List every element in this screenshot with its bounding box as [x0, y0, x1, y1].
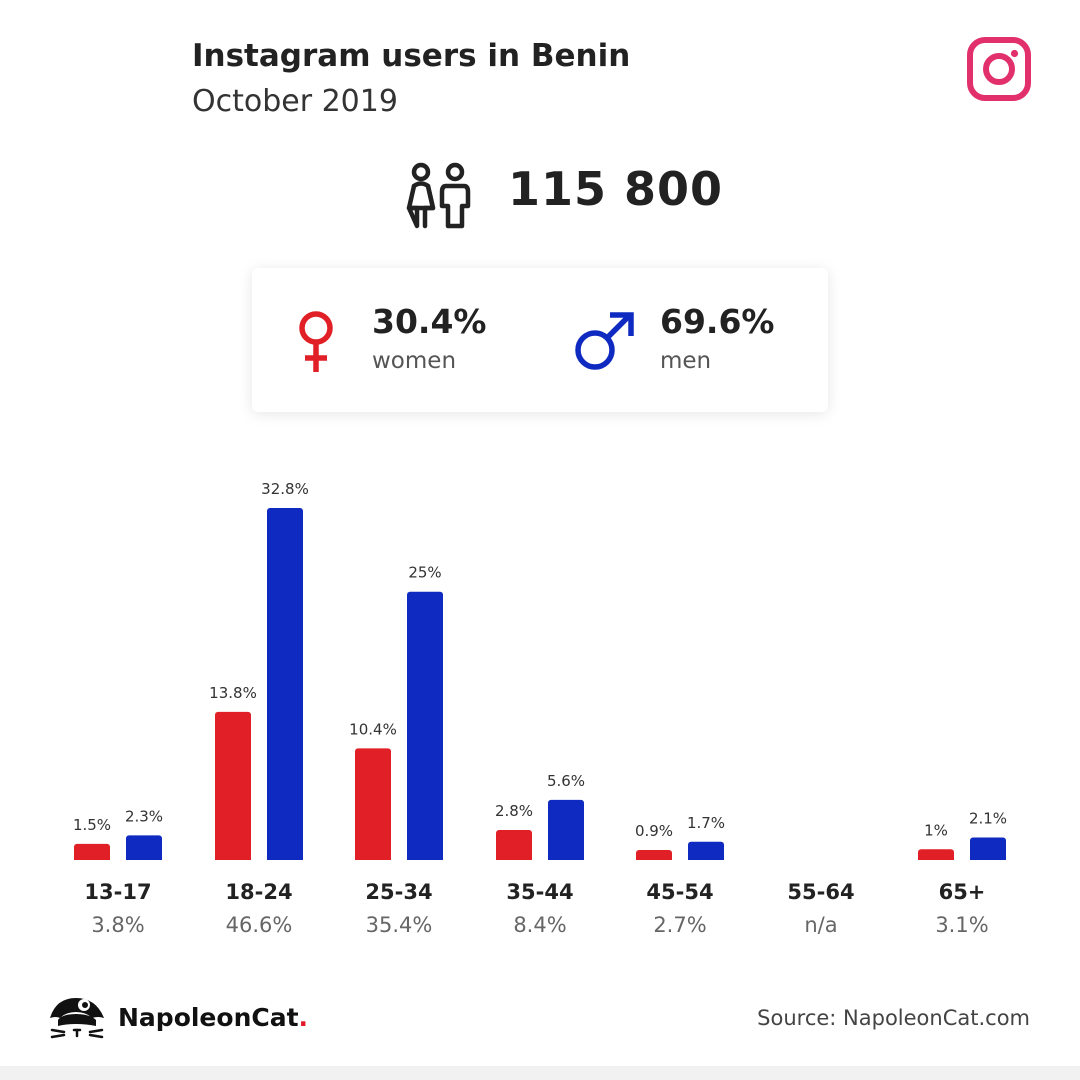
- bar-women-65+: [918, 849, 954, 863]
- bar-women-45-54: [636, 850, 672, 863]
- bar-label-women-13-17: 1.5%: [73, 816, 111, 834]
- category-label-35-44: 35-44: [506, 880, 573, 904]
- category-total-35-44: 8.4%: [513, 913, 566, 937]
- bar-label-women-45-54: 0.9%: [635, 822, 673, 840]
- brand-name-text: NapoleonCat: [118, 1003, 299, 1032]
- bar-label-women-65+: 1%: [924, 821, 948, 839]
- category-total-45-54: 2.7%: [653, 913, 706, 937]
- gender-card: [252, 268, 828, 412]
- bar-women-18-24: [215, 711, 251, 863]
- men-label: men: [660, 348, 712, 374]
- category-label-13-17: 13-17: [84, 880, 151, 904]
- bar-label-women-35-44: 2.8%: [495, 802, 533, 820]
- bar-men-65+: [970, 837, 1006, 863]
- people-icon: [406, 162, 471, 229]
- women-label: women: [372, 348, 457, 374]
- category-label-18-24: 18-24: [225, 880, 292, 904]
- bar-men-35-44: [548, 799, 584, 863]
- bar-women-35-44: [496, 829, 532, 863]
- category-label-45-54: 45-54: [646, 880, 713, 904]
- page-title: Instagram users in Benin: [192, 38, 631, 74]
- women-percent: 30.4%: [372, 302, 487, 341]
- category-total-55-64: n/a: [804, 913, 837, 937]
- source-credit: Source: NapoleonCat.com: [757, 1006, 1030, 1030]
- bar-women-25-34: [355, 748, 391, 863]
- bottom-strip: [0, 1066, 1080, 1080]
- category-label-55-64: 55-64: [787, 880, 854, 904]
- male-symbol-icon: [575, 312, 634, 370]
- bar-men-45-54: [688, 841, 724, 863]
- benin-flag: [48, 40, 168, 120]
- instagram-icon: [967, 37, 1031, 101]
- men-percent: 69.6%: [660, 302, 775, 341]
- bar-label-men-65+: 2.1%: [969, 809, 1007, 827]
- bar-label-men-25-34: 25%: [408, 564, 441, 582]
- female-symbol-icon: [299, 311, 333, 372]
- flag-green-band: [48, 40, 96, 120]
- brand-name-dot: .: [298, 1003, 309, 1032]
- flag-yellow-band: [96, 40, 168, 80]
- bar-label-men-18-24: 32.8%: [261, 480, 309, 498]
- napoleoncat-logo-icon: [50, 998, 104, 1039]
- category-total-25-34: 35.4%: [366, 913, 433, 937]
- bar-label-men-13-17: 2.3%: [125, 807, 163, 825]
- bar-label-women-25-34: 10.4%: [349, 720, 397, 738]
- baseline-mask: [0, 860, 1080, 866]
- flag-red-band: [96, 80, 168, 120]
- category-total-13-17: 3.8%: [91, 913, 144, 937]
- category-label-25-34: 25-34: [365, 880, 432, 904]
- bar-label-women-18-24: 13.8%: [209, 684, 257, 702]
- bar-label-men-45-54: 1.7%: [687, 814, 725, 832]
- bar-label-men-35-44: 5.6%: [547, 772, 585, 790]
- category-label-65+: 65+: [939, 880, 986, 904]
- brand-name: NapoleonCat.: [118, 1003, 308, 1032]
- age-gender-chart: 1.5% 2.3% 13-17 3.8% 13.8% 32.8% 18-24 46.6% 10.…: [0, 480, 1080, 937]
- page-subtitle: October 2019: [192, 84, 398, 119]
- bar-women-13-17: [74, 843, 110, 863]
- category-total-18-24: 46.6%: [226, 913, 293, 937]
- bar-men-18-24: [267, 508, 303, 863]
- bar-men-13-17: [126, 835, 162, 863]
- total-users: 115 800: [508, 162, 724, 216]
- category-total-65+: 3.1%: [935, 913, 988, 937]
- bar-men-25-34: [407, 591, 443, 863]
